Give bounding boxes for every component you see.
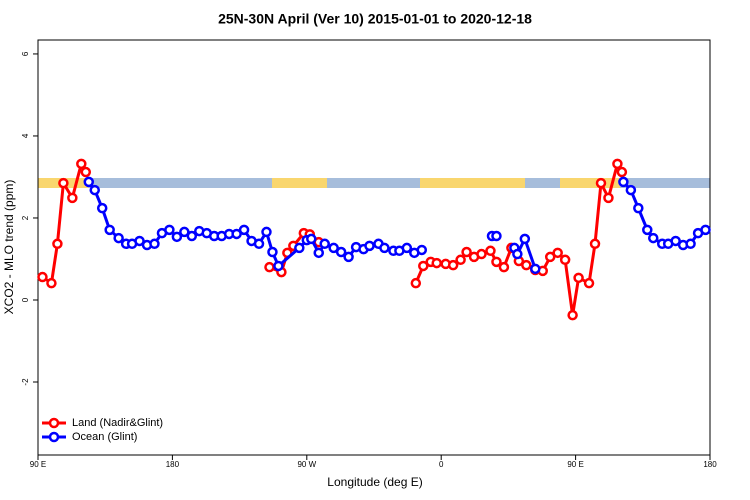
- plot-frame: [37, 39, 711, 456]
- data-point: [603, 192, 614, 204]
- data-point: [313, 247, 324, 259]
- data-point: [264, 261, 275, 273]
- data-point: [104, 224, 115, 236]
- data-point: [616, 166, 628, 178]
- data-point: [612, 158, 623, 170]
- data-point: [491, 256, 502, 268]
- x-tick-label: 180: [166, 460, 180, 469]
- legend-marker: [48, 431, 60, 443]
- data-point: [559, 254, 571, 266]
- data-point: [46, 277, 57, 289]
- data-point: [134, 235, 145, 247]
- legend-label: Ocean (Glint): [72, 431, 137, 443]
- y-tick-label: 6: [21, 51, 30, 56]
- data-point: [431, 257, 442, 269]
- data-point: [83, 176, 95, 188]
- y-tick-label: 0: [21, 297, 30, 302]
- data-point: [238, 224, 250, 236]
- data-point: [461, 246, 472, 258]
- x-tick-label: 90 W: [297, 460, 316, 469]
- data-point: [589, 238, 601, 250]
- data-point: [567, 309, 578, 321]
- data-point: [231, 228, 242, 240]
- data-point: [485, 245, 496, 257]
- data-point: [186, 230, 198, 242]
- data-point: [552, 247, 563, 259]
- y-axis-label: XCO2 - MLO trend (ppm): [2, 180, 16, 315]
- data-point: [633, 202, 644, 214]
- data-point: [618, 176, 629, 188]
- chart-title: 25N-30N April (Ver 10) 2015-01-01 to 202…: [218, 11, 532, 27]
- data-point: [171, 231, 183, 243]
- data-point: [583, 277, 595, 289]
- data-point: [625, 184, 637, 196]
- data-point: [149, 238, 160, 250]
- data-point: [364, 240, 375, 252]
- data-point: [80, 166, 92, 178]
- y-tick-label: 2: [21, 215, 30, 220]
- data-point: [306, 233, 317, 245]
- data-point: [573, 272, 584, 284]
- data-point: [670, 235, 681, 247]
- data-point: [512, 248, 523, 260]
- data-point: [67, 192, 78, 204]
- data-point: [455, 254, 466, 266]
- data-point: [544, 251, 556, 263]
- band-ocean: [38, 178, 710, 188]
- data-point: [179, 226, 190, 238]
- land-mask-band: [38, 178, 710, 188]
- legend: Land (Nadir&Glint) Ocean (Glint): [42, 417, 163, 443]
- legend-label: Land (Nadir&Glint): [72, 417, 163, 429]
- data-point: [328, 242, 339, 254]
- band-land: [272, 178, 327, 188]
- data-point: [267, 246, 278, 258]
- data-point: [343, 251, 354, 263]
- data-point: [261, 226, 272, 238]
- data-point: [410, 277, 422, 289]
- data-point: [498, 261, 510, 273]
- x-axis-label: Longitude (deg E): [327, 475, 422, 489]
- data-point: [52, 238, 63, 250]
- y-tick-label: 4: [21, 133, 30, 138]
- series-line: [87, 180, 707, 270]
- data-point: [447, 259, 459, 271]
- x-tick-label: 180: [703, 460, 717, 469]
- data-point: [273, 260, 284, 272]
- data-point: [491, 230, 502, 242]
- data-point: [379, 242, 390, 254]
- data-point: [164, 224, 175, 236]
- data-point: [37, 271, 48, 283]
- data-point: [642, 224, 653, 236]
- data-point: [253, 238, 265, 250]
- data-point: [335, 246, 347, 258]
- data-point: [700, 224, 711, 236]
- data-point: [476, 248, 487, 260]
- data-point: [294, 242, 305, 254]
- data-point: [401, 242, 413, 254]
- x-tick-label: 90 E: [567, 460, 583, 469]
- x-tick-label: 90 E: [30, 460, 46, 469]
- data-point: [521, 259, 532, 271]
- band-land: [420, 178, 525, 188]
- legend-marker: [48, 417, 60, 429]
- data-point: [319, 238, 330, 250]
- data-point: [530, 263, 541, 275]
- data-point: [76, 158, 87, 170]
- y-tick-label: -2: [21, 378, 30, 386]
- data-point: [685, 238, 696, 250]
- data-point: [96, 202, 108, 214]
- x-tick-label: 0: [439, 460, 444, 469]
- data-point: [648, 232, 659, 244]
- data-point: [519, 233, 531, 245]
- data-point: [595, 177, 607, 189]
- data-point: [89, 184, 100, 196]
- band-land: [560, 178, 620, 188]
- data-point: [113, 232, 124, 244]
- data-point: [58, 177, 69, 189]
- data-point: [418, 260, 429, 272]
- data-point: [416, 244, 428, 256]
